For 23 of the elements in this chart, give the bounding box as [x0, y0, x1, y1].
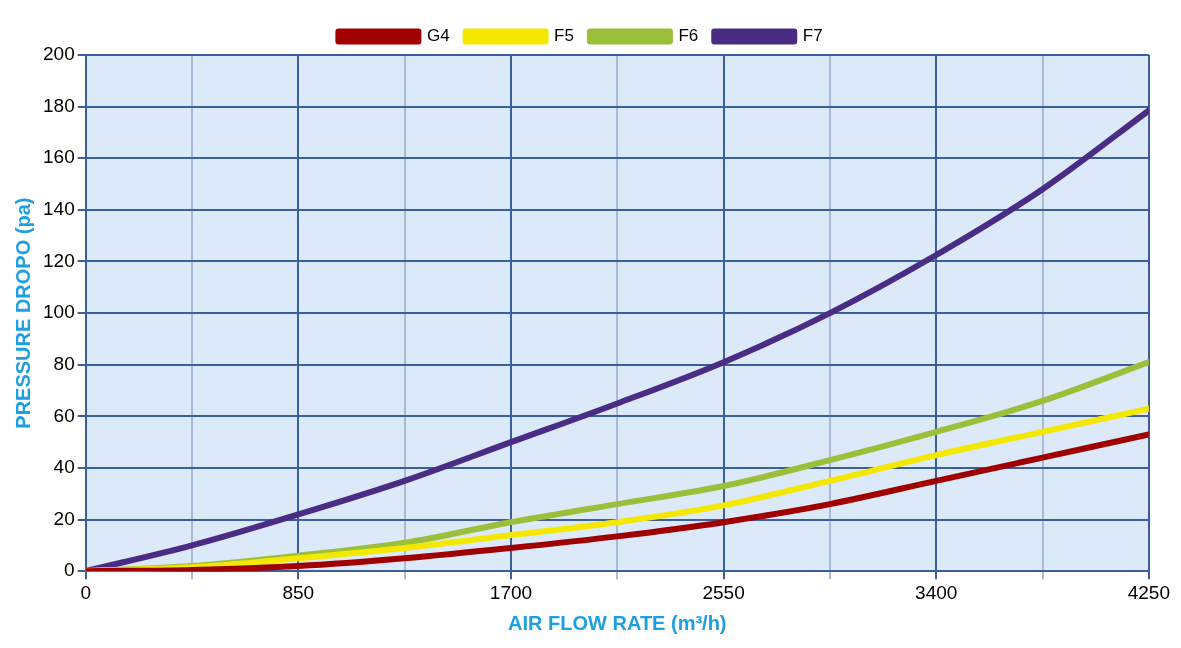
x-tick-label: 3400 [915, 581, 958, 603]
y-axis-title: PRESSURE DROPO (pa) [11, 197, 34, 429]
legend-label: F7 [802, 26, 823, 46]
x-tick-label: 2550 [702, 581, 745, 603]
x-tick-label: 1700 [489, 581, 533, 603]
y-tick-label: 0 [64, 559, 75, 581]
y-tick-label: 160 [43, 146, 75, 168]
x-tick-label: 4250 [1127, 581, 1171, 603]
x-tick-label: 850 [282, 581, 315, 603]
y-tick-label: 200 [43, 43, 75, 65]
legend-label: F6 [678, 26, 699, 46]
y-tick-label: 80 [53, 352, 75, 374]
y-tick-label: 40 [53, 456, 75, 478]
y-tick-label: 120 [43, 249, 75, 271]
x-tick-label: 0 [80, 581, 91, 603]
y-tick-label: 20 [53, 507, 75, 529]
x-axis-title: AIR FLOW RATE (m³/h) [508, 611, 727, 634]
legend-label: F5 [554, 26, 574, 46]
y-tick-label: 60 [53, 404, 75, 426]
y-tick-label: 140 [43, 198, 75, 220]
y-tick-label: 100 [43, 301, 75, 323]
legend-label: G4 [426, 26, 450, 46]
y-tick-label: 180 [43, 94, 75, 116]
